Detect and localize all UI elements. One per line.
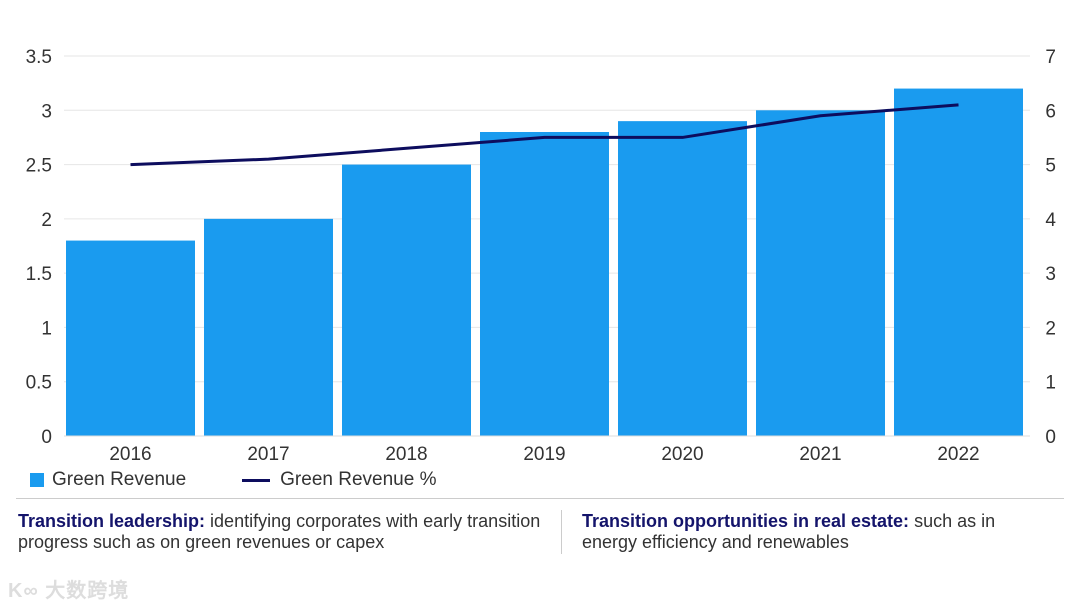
- note-heading: Transition leadership:: [18, 511, 206, 531]
- right-axis-tick: 7: [1045, 47, 1056, 68]
- bar-2017: [204, 218, 333, 436]
- x-axis-tick: 2016: [109, 444, 151, 465]
- right-axis-tick: 1: [1045, 373, 1056, 394]
- x-axis-tick: 2020: [661, 444, 703, 465]
- right-axis-tick: 3: [1045, 264, 1056, 285]
- legend: Green Revenue Green Revenue %: [30, 469, 436, 491]
- vertical-divider: [561, 510, 562, 554]
- bar-2018: [342, 164, 471, 437]
- note-heading: Transition opportunities in real estate:: [582, 511, 910, 531]
- note-text: identifying corporates with early transi…: [18, 511, 541, 552]
- combo-chart: 0 0.5 1 1.5 2 2.5 3 3.5 0 1 2 3 4 5 6 7 2016 2017 2018 2019…: [26, 47, 1057, 465]
- legend-line-swatch: [242, 478, 271, 482]
- right-axis-tick: 6: [1045, 101, 1056, 122]
- bar-2022: [894, 88, 1023, 437]
- note-text: such as in energy efficiency and renewab…: [582, 511, 996, 552]
- right-axis-tick: 0: [1045, 427, 1056, 448]
- left-axis-tick: 3.5: [26, 47, 52, 68]
- left-axis-tick: 1.5: [26, 264, 52, 285]
- legend-bar-label: Green Revenue: [52, 469, 187, 490]
- watermark: K∞ 大数跨境: [8, 580, 130, 602]
- left-axis-tick: 2.5: [26, 156, 52, 177]
- legend-line-label: Green Revenue %: [280, 469, 437, 490]
- right-axis-tick: 2: [1045, 318, 1056, 339]
- left-axis-tick: 3: [41, 101, 52, 122]
- legend-bar-swatch: [30, 473, 44, 487]
- x-axis-tick: 2019: [523, 444, 565, 465]
- x-axis-tick: 2022: [937, 444, 979, 465]
- left-axis-tick: 1: [41, 318, 52, 339]
- left-axis-tick: 2: [41, 210, 52, 231]
- x-axis-tick: 2021: [799, 444, 841, 465]
- right-axis-tick: 5: [1045, 156, 1056, 177]
- note-real-estate: Transition opportunities in real estate:…: [582, 511, 1052, 553]
- left-axis-tick: 0: [41, 427, 52, 448]
- bar-2016: [66, 240, 195, 436]
- bar-2019: [480, 132, 609, 436]
- note-transition-leadership: Transition leadership: identifying corpo…: [18, 511, 548, 553]
- bar-2021: [756, 110, 885, 437]
- right-axis-tick: 4: [1045, 210, 1056, 231]
- divider: [16, 498, 1064, 499]
- x-axis-tick: 2017: [247, 444, 289, 465]
- x-axis-tick: 2018: [385, 444, 427, 465]
- left-axis-tick: 0.5: [26, 373, 52, 394]
- bar-2020: [618, 121, 747, 437]
